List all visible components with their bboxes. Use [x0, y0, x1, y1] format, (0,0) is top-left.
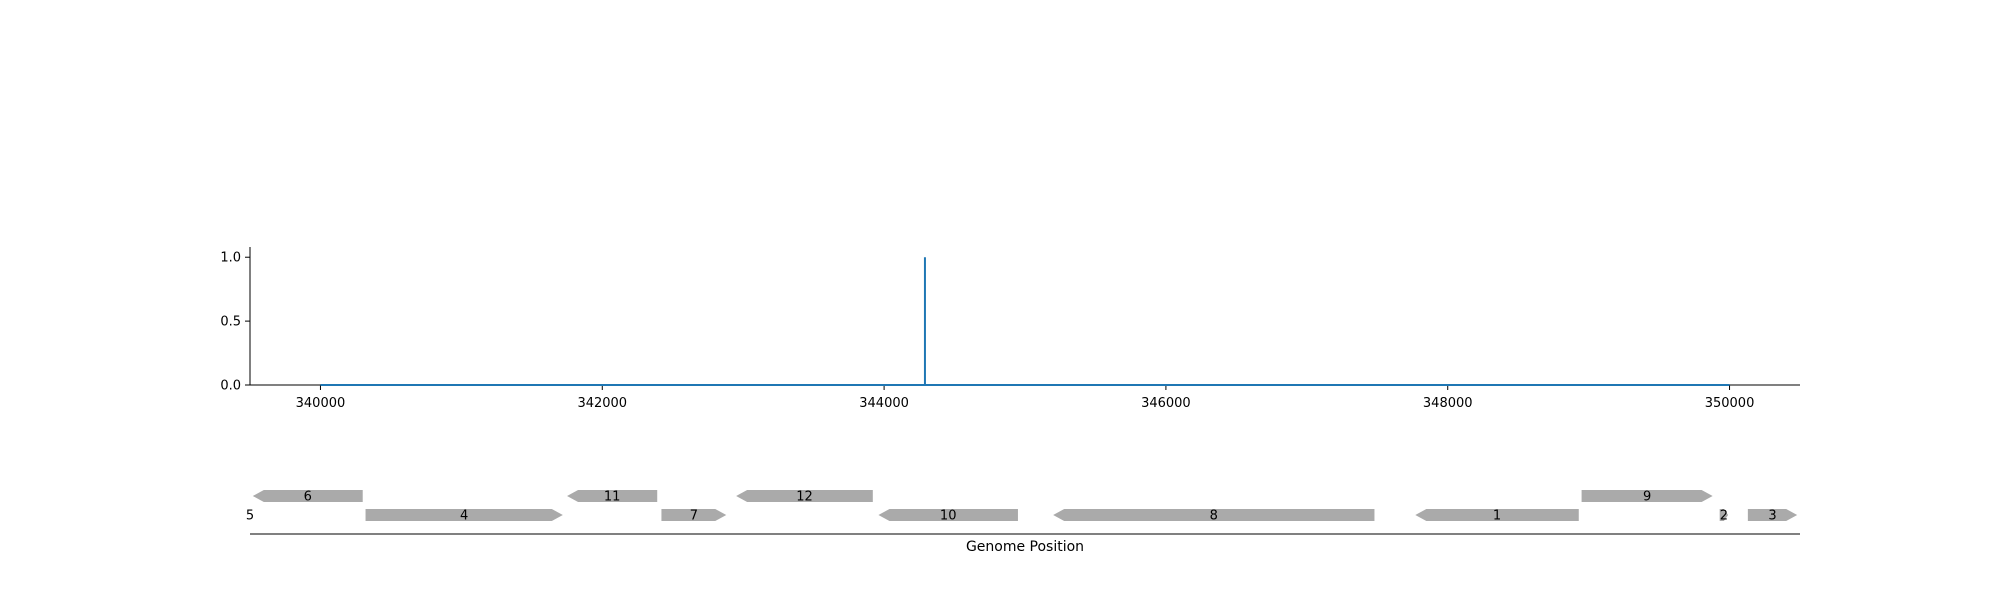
y-tick-label: 0.5: [220, 315, 241, 330]
gene-label-12: 12: [796, 490, 813, 505]
gene-arrow-7: [661, 509, 727, 521]
gene-arrow-8: [1053, 509, 1375, 521]
gene-label-7: 7: [690, 509, 698, 524]
gene-arrow-4: [365, 509, 563, 521]
gene-arrow-2: [1719, 509, 1729, 521]
gene-map: 5 6 4 11 7 12 10 8 1 9 2 3 Genome Position: [246, 490, 1800, 555]
gene-arrow-1: [1415, 509, 1579, 521]
coverage-line: [320, 257, 1730, 386]
gene-arrow-10: [878, 509, 1018, 521]
gene-label-10: 10: [940, 509, 957, 524]
gene-arrow-6: [252, 490, 363, 502]
gene-label-9: 9: [1643, 490, 1651, 505]
gene-label-11: 11: [604, 490, 621, 505]
x-axis-title: Genome Position: [966, 539, 1084, 555]
x-tick-label: 340000: [296, 396, 346, 411]
gene-label-3: 3: [1768, 509, 1776, 524]
x-tick-label: 348000: [1423, 396, 1473, 411]
gene-arrow-3: [1747, 509, 1798, 521]
x-tick-label: 344000: [859, 396, 909, 411]
gene-arrow-12: [736, 490, 873, 502]
x-tick-label: 350000: [1705, 396, 1755, 411]
x-tick-label: 342000: [577, 396, 627, 411]
gene-label-4: 4: [460, 509, 468, 524]
gene-label-8: 8: [1210, 509, 1218, 524]
gene-arrow-9: [1581, 490, 1713, 502]
gene-label-6: 6: [304, 490, 312, 505]
gene-arrow-11: [567, 490, 658, 502]
gene-label-5: 5: [246, 509, 254, 524]
gene-label-1: 1: [1493, 509, 1501, 524]
y-tick-label: 0.0: [220, 379, 241, 394]
y-tick-label: 1.0: [220, 251, 241, 266]
gene-label-2: 2: [1720, 509, 1728, 524]
coverage-plot: 0.0 0.5 1.0 340000 342000 344000 346000 348000 3…: [220, 247, 1800, 411]
x-tick-label: 346000: [1141, 396, 1191, 411]
